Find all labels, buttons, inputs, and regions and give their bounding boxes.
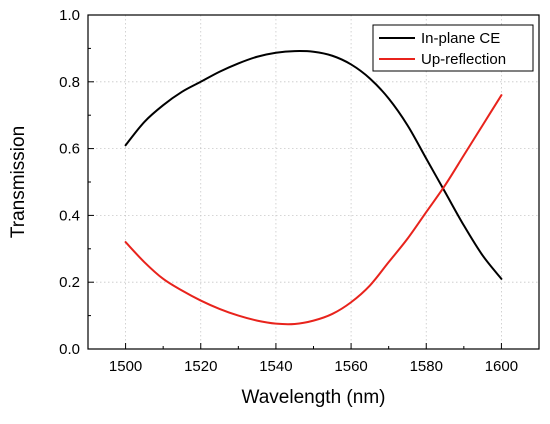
y-tick-label: 0.6 (59, 141, 80, 158)
series-line-in-plane-ce (124, 49, 503, 280)
y-tick-label: 1.0 (59, 7, 80, 24)
x-tick-label: 1560 (334, 358, 367, 375)
legend-label-in-plane-ce: In-plane CE (421, 30, 500, 47)
x-tick-label: 1580 (410, 358, 443, 375)
y-tick-label: 0.0 (59, 341, 80, 358)
y-tick-label: 0.8 (59, 74, 80, 91)
y-tick-label: 0.4 (59, 207, 80, 224)
x-axis-label: Wavelength (nm) (242, 387, 386, 408)
y-tick-label: 0.2 (59, 274, 80, 291)
grid-lines (88, 15, 539, 349)
axis-ticks: 1500 1520 1540 1560 1580 1600 0.0 0.2 0.4 0.6 0.8 1… (59, 7, 518, 375)
legend-box (372, 24, 534, 72)
legend-label-up-reflection: Up-reflection (421, 51, 506, 68)
data-series (124, 49, 503, 326)
y-axis-label: Transmission (8, 126, 29, 238)
series-line-up-reflection (124, 94, 503, 326)
x-tick-label: 1520 (184, 358, 217, 375)
x-tick-label: 1540 (259, 358, 292, 375)
legend: In-plane CE Up-reflection (372, 24, 534, 72)
x-tick-label: 1500 (109, 358, 142, 375)
x-tick-label: 1600 (485, 358, 518, 375)
